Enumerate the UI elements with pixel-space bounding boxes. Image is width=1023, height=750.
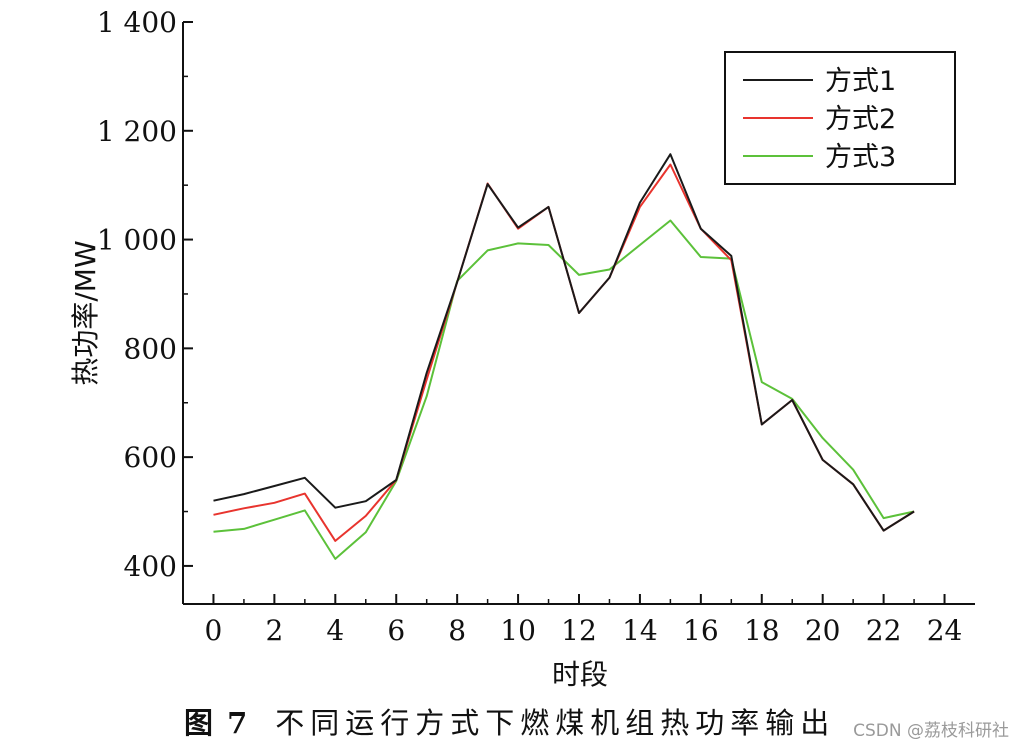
y-tick-label: 400 bbox=[124, 550, 177, 583]
y-tick-label: 800 bbox=[124, 332, 177, 365]
series-group bbox=[213, 153, 915, 560]
x-tick-label: 20 bbox=[805, 614, 841, 647]
y-tick-label: 1 400 bbox=[97, 6, 177, 39]
legend: 方式1 方式2 方式3 bbox=[724, 51, 956, 185]
x-tick-label: 14 bbox=[622, 614, 658, 647]
figure-number: 图 7 bbox=[184, 706, 250, 740]
x-tick-label: 10 bbox=[500, 614, 536, 647]
x-tick-label: 0 bbox=[205, 614, 223, 647]
watermark: CSDN @荔枝科研社 bbox=[853, 721, 1009, 741]
legend-label: 方式3 bbox=[825, 142, 896, 173]
x-tick-label: 4 bbox=[326, 614, 344, 647]
series-line-1 bbox=[213, 153, 915, 532]
x-tick-label: 6 bbox=[387, 614, 405, 647]
y-tick-label: 1 200 bbox=[97, 115, 177, 148]
figure-caption-text: 不同运行方式下燃煤机组热功率输出 bbox=[275, 706, 836, 740]
legend-label: 方式1 bbox=[825, 66, 896, 97]
y-axis-title: 热功率/MW bbox=[69, 240, 102, 385]
x-tick-label: 18 bbox=[744, 614, 780, 647]
x-tick-label: 8 bbox=[448, 614, 466, 647]
x-tick-label: 24 bbox=[927, 614, 963, 647]
y-tick-label: 1 000 bbox=[97, 224, 177, 257]
x-tick-label: 12 bbox=[561, 614, 597, 647]
series-line-2 bbox=[213, 163, 915, 542]
series-line-3 bbox=[213, 219, 915, 560]
x-tick-label: 2 bbox=[265, 614, 283, 647]
x-tick-label: 22 bbox=[866, 614, 902, 647]
x-axis-title: 时段 bbox=[552, 658, 608, 691]
figure-caption: 图 7 不同运行方式下燃煤机组热功率输出 bbox=[184, 700, 835, 742]
x-tick-label: 16 bbox=[683, 614, 719, 647]
legend-label: 方式2 bbox=[825, 104, 896, 135]
y-tick-label: 600 bbox=[124, 441, 177, 474]
